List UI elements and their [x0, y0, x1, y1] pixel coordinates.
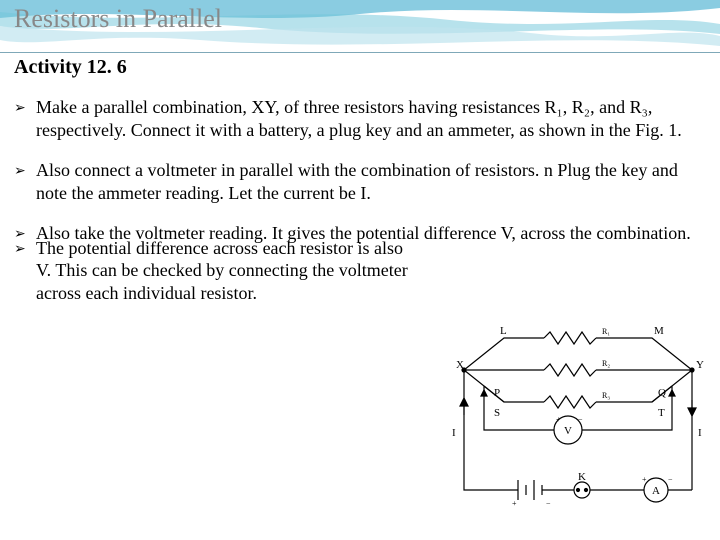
label-k: K: [578, 471, 586, 483]
bullet-item: ➢ Make a parallel combination, XY, of th…: [14, 96, 706, 141]
label-a: A: [652, 485, 660, 497]
label-vplus: +: [556, 415, 561, 424]
label-aminus: −: [668, 475, 673, 484]
label-i-right: I: [698, 427, 702, 439]
circuit-diagram: X Y L M P Q S T R₁ R₂ R₃ V A K I I + − +…: [434, 320, 714, 510]
label-r1: R₁: [602, 327, 610, 336]
label-y: Y: [696, 359, 704, 371]
label-plus: +: [512, 499, 517, 508]
label-minus: −: [546, 499, 551, 508]
bullet-marker: ➢: [14, 96, 36, 118]
label-p: P: [494, 387, 500, 399]
label-v: V: [564, 425, 572, 437]
bullet-text: Also connect a voltmeter in parallel wit…: [36, 159, 706, 204]
label-l: L: [500, 325, 507, 337]
label-i-left: I: [452, 427, 456, 439]
bullet-item: ➢ Also connect a voltmeter in parallel w…: [14, 159, 706, 204]
slide-title: Resistors in Parallel: [14, 4, 222, 34]
activity-label: Activity 12. 6: [14, 56, 127, 79]
label-vminus: −: [578, 415, 583, 424]
label-r2: R₂: [602, 359, 610, 368]
label-m: M: [654, 325, 664, 337]
bullet-item: ➢ The potential difference across each r…: [14, 237, 706, 305]
bullet-text: The potential difference across each res…: [36, 237, 416, 305]
label-q: Q: [658, 387, 666, 399]
bullet-text: Make a parallel combination, XY, of thre…: [36, 96, 706, 141]
label-s: S: [494, 407, 500, 419]
label-r3: R₃: [602, 391, 610, 400]
bullet-marker: ➢: [14, 237, 36, 259]
header-underline: [0, 52, 720, 53]
label-aplus: +: [642, 475, 647, 484]
label-t: T: [658, 407, 665, 419]
label-x: X: [456, 359, 464, 371]
bullet-marker: ➢: [14, 159, 36, 181]
content-area: ➢ Make a parallel combination, XY, of th…: [14, 96, 706, 322]
